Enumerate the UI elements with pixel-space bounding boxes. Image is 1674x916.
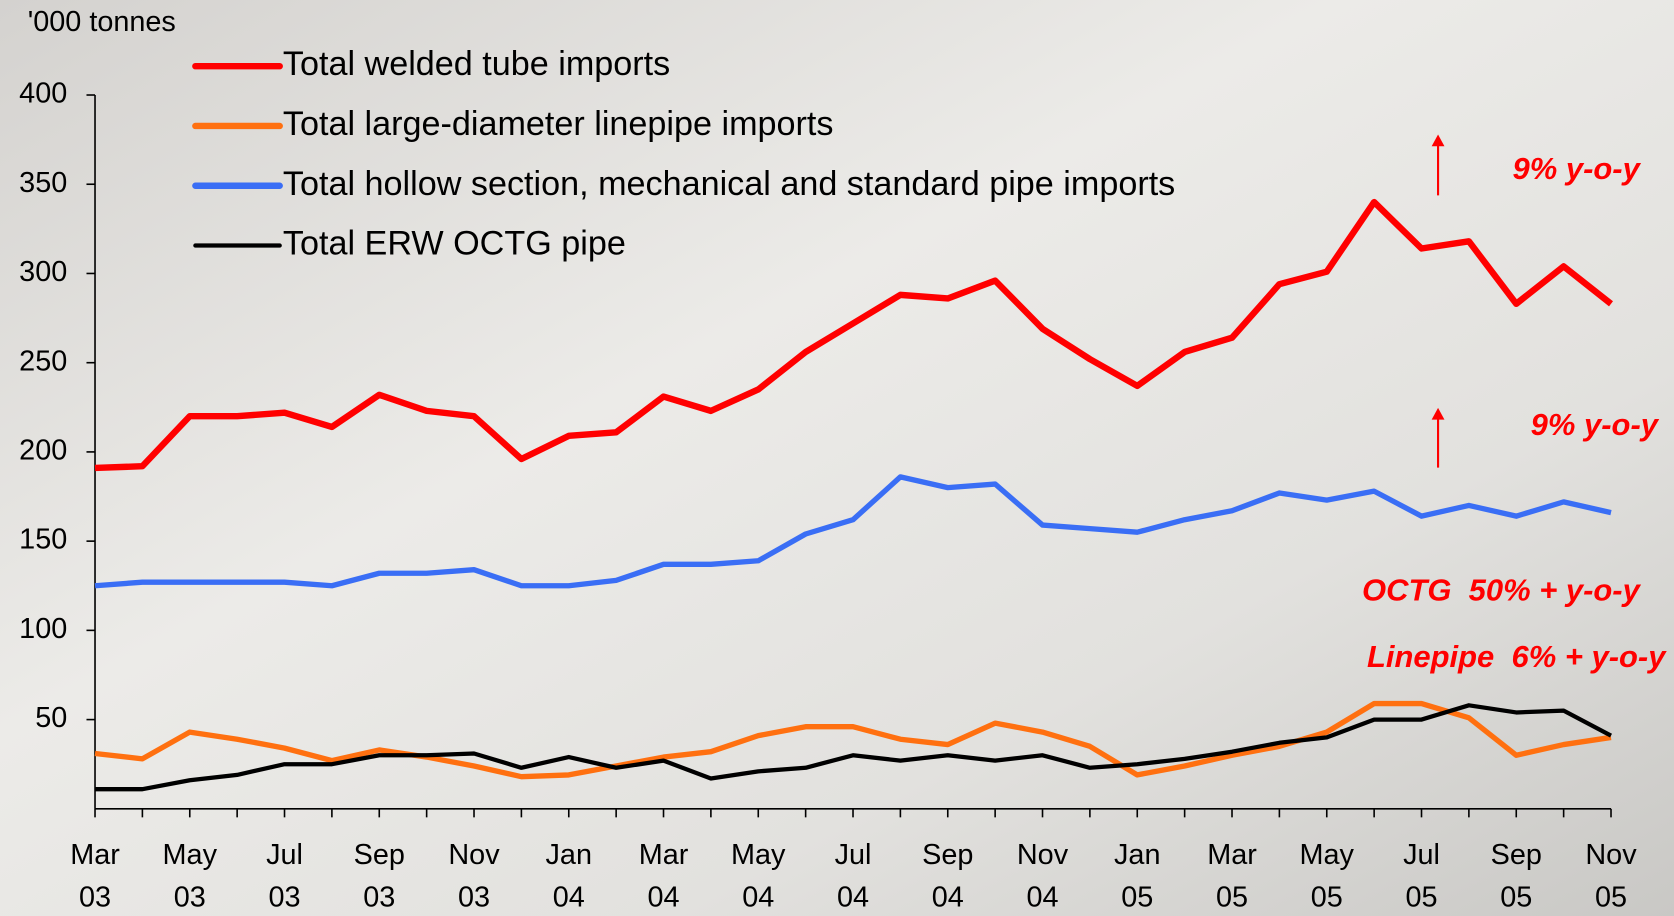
x-tick-label: Sep 05 <box>1491 838 1542 913</box>
x-tick-label-line: 03 <box>363 881 395 913</box>
x-tick-label-line: Jan <box>546 838 592 870</box>
x-tick-label: Nov 03 <box>448 838 500 913</box>
x-tick-label: Mar 05 <box>1207 838 1257 913</box>
arrow-head <box>1431 407 1445 420</box>
x-tick-label-line: 05 <box>1405 881 1437 913</box>
y-tick-label: 300 <box>19 256 67 288</box>
x-tick-label-line: Jul <box>266 838 303 870</box>
x-tick-label: Mar 04 <box>639 838 689 913</box>
x-tick-label-line: 05 <box>1595 881 1627 913</box>
y-tick-label: 50 <box>35 702 67 734</box>
x-tick-label-line: Sep <box>922 838 973 870</box>
series-line <box>94 474 1612 589</box>
annotation: Linepipe 6% + y-o-y <box>1367 639 1667 674</box>
x-tick-label: Mar 03 <box>70 838 120 913</box>
x-tick-label: Jan 04 <box>546 838 592 913</box>
series-line <box>95 703 1613 792</box>
x-tick-label-line: 03 <box>268 881 300 913</box>
x-tick-label-line: 04 <box>837 881 869 913</box>
x-tick-label-line: 05 <box>1311 881 1343 913</box>
x-tick-label: Jul 03 <box>266 838 303 913</box>
x-tick-label-line: Jan <box>1114 838 1160 870</box>
x-tick-label-line: Sep <box>354 838 405 870</box>
arrow-head <box>1431 134 1445 147</box>
x-tick-label-line: May <box>1300 838 1355 870</box>
y-tick-label: 100 <box>19 613 67 645</box>
x-tick-label-line: Mar <box>70 838 120 870</box>
x-tick-label-line: 04 <box>553 881 585 913</box>
x-tick-label-line: 05 <box>1121 881 1153 913</box>
series-line <box>94 700 1612 780</box>
legend-label: Total ERW OCTG pipe <box>283 225 626 263</box>
x-tick-label: Jan 05 <box>1114 838 1160 913</box>
x-tick-label-line: 04 <box>742 881 774 913</box>
x-tick-label-line: Jul <box>835 838 872 870</box>
y-tick-label: 150 <box>19 524 67 556</box>
x-tick-label-line: 03 <box>79 881 111 913</box>
x-tick-label-line: May <box>731 838 786 870</box>
series-line <box>94 198 1613 472</box>
x-tick-label-line: 05 <box>1216 881 1248 913</box>
y-tick-label: 400 <box>19 78 67 110</box>
x-tick-label: Nov 04 <box>1017 838 1069 913</box>
x-tick-label-line: Mar <box>1207 838 1257 870</box>
x-tick-label-line: 05 <box>1500 881 1532 913</box>
x-tick-label-line: 04 <box>932 881 964 913</box>
x-tick-label: May 03 <box>163 838 218 913</box>
x-tick-label-line: Nov <box>1585 838 1637 870</box>
annotation: 9% y-o-y <box>1513 151 1642 186</box>
annotation: 9% y-o-y <box>1531 407 1660 442</box>
y-tick-label: 250 <box>19 345 67 377</box>
x-tick-label-line: Nov <box>1017 838 1069 870</box>
x-tick-label: Sep 04 <box>922 838 973 913</box>
x-tick-label-line: 03 <box>174 881 206 913</box>
x-tick-label-line: 04 <box>647 881 679 913</box>
x-tick-label-line: Mar <box>639 838 689 870</box>
legend-label: Total large-diameter linepipe imports <box>283 105 834 143</box>
annotation: OCTG 50% + y-o-y <box>1362 573 1642 608</box>
y-axis-label: '000 tonnes <box>28 6 176 38</box>
x-tick-label: May 05 <box>1300 838 1355 913</box>
x-tick-label: Sep 03 <box>354 838 405 913</box>
x-tick-label: Jul 04 <box>835 838 872 913</box>
x-tick-label-line: 03 <box>458 881 490 913</box>
x-tick-label: May 04 <box>731 838 786 913</box>
y-tick-label: 200 <box>19 435 67 467</box>
x-tick-label-line: 04 <box>1026 881 1058 913</box>
y-tick-label: 350 <box>19 167 67 199</box>
x-tick-label: Nov 05 <box>1585 838 1637 913</box>
x-tick-label-line: May <box>163 838 218 870</box>
x-tick-label-line: Sep <box>1491 838 1542 870</box>
legend-label: Total hollow section, mechanical and sta… <box>283 165 1175 203</box>
legend-label: Total welded tube imports <box>283 45 670 83</box>
x-tick-label-line: Nov <box>448 838 500 870</box>
x-tick-label: Jul 05 <box>1403 838 1440 913</box>
x-tick-label-line: Jul <box>1403 838 1440 870</box>
